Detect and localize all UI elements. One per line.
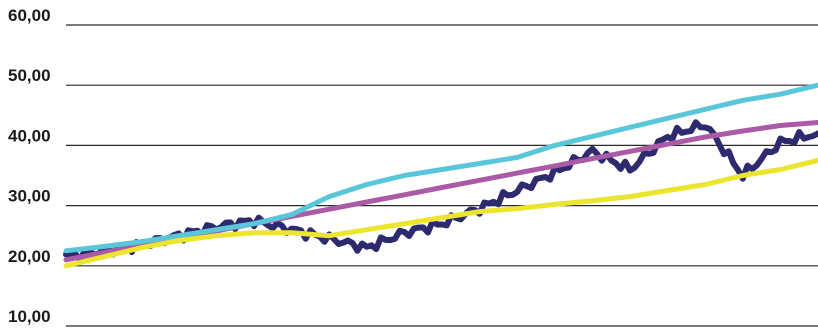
y-tick-label: 40,00: [8, 126, 51, 145]
series-line-1: [63, 119, 818, 263]
y-axis-tick-labels: 10,00 20,00 30,00 40,00 50,00 60,00: [8, 6, 51, 326]
y-tick-label: 60,00: [8, 6, 51, 25]
series-line-3: [63, 82, 818, 254]
y-tick-label: 50,00: [8, 66, 51, 85]
y-tick-label: 20,00: [8, 247, 51, 266]
y-tick-label: 30,00: [8, 187, 51, 206]
series-line-4: [63, 157, 818, 269]
gridlines: [66, 24, 818, 327]
series-lines: [63, 82, 818, 269]
y-tick-label: 10,00: [8, 307, 51, 326]
